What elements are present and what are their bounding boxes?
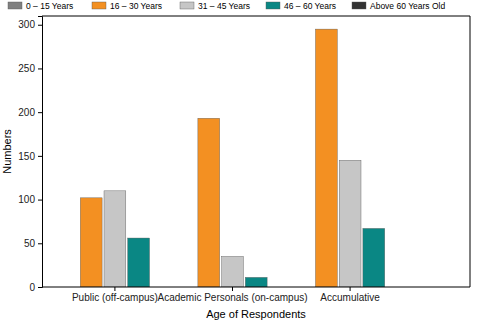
x-tick: Public (off-campus) xyxy=(72,287,158,303)
bars xyxy=(80,29,384,287)
x-tick-mark xyxy=(350,287,351,291)
y-tick-mark xyxy=(38,243,42,244)
y-tick-label: 0 xyxy=(29,282,35,293)
legend-swatch xyxy=(352,2,366,9)
bar xyxy=(222,256,244,287)
bar xyxy=(245,277,267,287)
y-tick: 250 xyxy=(18,63,42,74)
x-tick-label: Academic Personals (on-campus) xyxy=(157,292,307,303)
y-tick: 0 xyxy=(29,282,42,293)
y-tick-mark xyxy=(38,200,42,201)
bar xyxy=(339,160,361,287)
y-tick-label: 100 xyxy=(18,194,35,205)
y-tick: 300 xyxy=(18,19,42,30)
x-tick-label: Accumulative xyxy=(320,292,380,303)
bar xyxy=(104,191,126,287)
x-axis: Public (off-campus)Academic Personals (o… xyxy=(42,287,470,303)
legend-swatch xyxy=(8,2,22,9)
legend-label: 0 – 15 Years xyxy=(26,1,73,11)
bar xyxy=(363,228,385,287)
x-axis-line xyxy=(42,287,470,288)
legend-label: 31 – 45 Years xyxy=(198,1,250,11)
x-tick-mark xyxy=(232,287,233,291)
y-axis-line xyxy=(38,17,43,288)
x-tick: Accumulative xyxy=(320,287,380,303)
y-tick-mark xyxy=(38,112,42,113)
bar xyxy=(315,29,337,287)
y-tick-mark xyxy=(38,68,42,69)
y-tick-label: 50 xyxy=(24,238,36,249)
bar xyxy=(80,198,102,287)
legend-label: 46 – 60 Years xyxy=(284,1,336,11)
y-tick: 200 xyxy=(18,107,42,118)
y-tick-mark xyxy=(38,287,42,288)
y-tick-label: 250 xyxy=(18,63,35,74)
y-tick-label: 200 xyxy=(18,107,35,118)
y-axis-title: Numbers xyxy=(1,129,13,174)
bar xyxy=(198,118,220,287)
legend-swatch xyxy=(92,2,106,9)
x-tick: Academic Personals (on-campus) xyxy=(157,287,307,303)
y-tick-mark xyxy=(38,25,42,26)
x-tick-label: Public (off-campus) xyxy=(72,292,158,303)
y-axis: 0 50 100 150 200 250 300 xyxy=(18,17,42,293)
y-tick: 50 xyxy=(24,238,42,249)
y-tick: 100 xyxy=(18,194,42,205)
legend-swatch xyxy=(266,2,280,9)
y-tick-label: 300 xyxy=(18,19,35,30)
legend: 0 – 15 Years 16 – 30 Years 31 – 45 Years 46… xyxy=(8,1,445,11)
legend-swatch xyxy=(180,2,194,9)
chart: 0 50 100 150 200 250 300 Public (off-campus)Aca… xyxy=(0,0,500,327)
legend-label: Above 60 Years Old xyxy=(370,1,445,11)
bar xyxy=(128,238,150,287)
y-tick-mark xyxy=(38,156,42,157)
y-tick-label: 150 xyxy=(18,151,35,162)
y-tick: 150 xyxy=(18,151,42,162)
legend-label: 16 – 30 Years xyxy=(110,1,162,11)
x-tick-mark xyxy=(114,287,115,291)
plot-frame xyxy=(42,16,470,287)
x-axis-title: Age of Respondents xyxy=(206,308,306,320)
